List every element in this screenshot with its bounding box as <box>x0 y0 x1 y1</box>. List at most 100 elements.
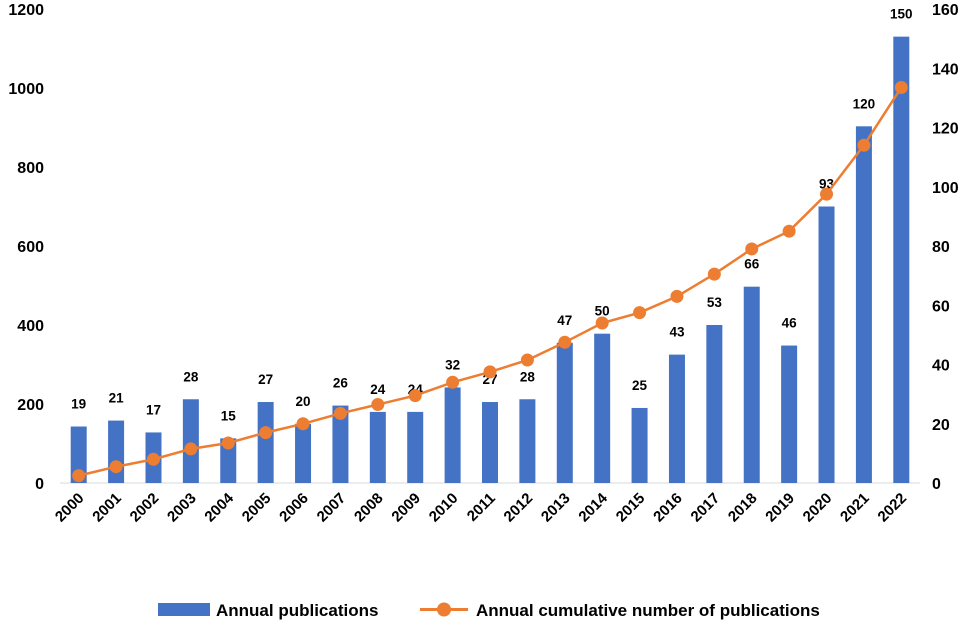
cumulative-point-2013 <box>558 335 572 349</box>
cumulative-point-2015 <box>633 306 647 320</box>
legend-label-cumulative: Annual cumulative number of publications <box>476 601 820 620</box>
legend-swatch-cumulative-marker <box>437 602 451 617</box>
bar-2004 <box>220 438 237 483</box>
cumulative-point-2010 <box>446 375 460 389</box>
cumulative-point-2003 <box>184 442 198 456</box>
y-right-tick-label: 160 <box>932 2 959 19</box>
legend: Annual publications Annual cumulative nu… <box>158 601 820 620</box>
x-tick-label: 2015 <box>613 490 649 526</box>
bar-data-label: 150 <box>890 7 913 22</box>
bar-data-label: 15 <box>221 408 237 423</box>
x-tick-label: 2017 <box>688 490 724 526</box>
bar-data-label: 19 <box>71 397 86 412</box>
bar-2011 <box>482 402 498 483</box>
legend-swatch-annual-publications <box>158 603 210 616</box>
x-tick-label: 2013 <box>538 490 574 526</box>
y-left-tick-label: 1000 <box>8 81 44 98</box>
bar-data-label: 24 <box>370 382 386 397</box>
bar-data-label: 17 <box>146 402 161 417</box>
y-left-tick-label: 200 <box>17 397 44 414</box>
x-tick-label: 2014 <box>575 489 611 525</box>
cumulative-point-2021 <box>857 138 871 152</box>
x-tick-label: 2000 <box>52 490 88 526</box>
y-right-tick-label: 0 <box>932 476 941 493</box>
cumulative-point-2022 <box>894 81 908 95</box>
x-tick-label: 2002 <box>127 490 163 526</box>
cumulative-point-2009 <box>408 389 422 403</box>
x-tick-label: 2021 <box>837 490 873 526</box>
bar-2020 <box>818 206 835 483</box>
cumulative-point-2008 <box>371 397 385 411</box>
cumulative-point-2020 <box>820 187 834 201</box>
x-tick-label: 2018 <box>725 490 761 526</box>
x-tick-label: 2010 <box>426 490 462 526</box>
x-axis-ticks: 2000 2001 2002 2003 2004 2005 2006 2007 2008 2009… <box>52 489 910 525</box>
bar-data-label: 28 <box>520 369 536 384</box>
bar-series <box>70 36 910 484</box>
x-tick-label: 2003 <box>164 490 200 526</box>
bar-2006 <box>295 423 312 483</box>
y-left-tick-label: 800 <box>17 160 44 177</box>
line-series <box>72 81 908 483</box>
x-tick-label: 2020 <box>800 490 836 526</box>
bar-2012 <box>519 399 536 483</box>
bar-2014 <box>594 333 611 483</box>
bar-2018 <box>743 286 760 483</box>
y-right-tick-label: 80 <box>932 239 950 256</box>
cumulative-point-2000 <box>72 469 86 483</box>
bar-2005 <box>257 402 274 483</box>
y-right-tick-label: 100 <box>932 180 959 197</box>
cumulative-point-2012 <box>520 353 534 367</box>
cumulative-point-2019 <box>782 224 796 238</box>
x-tick-label: 2004 <box>201 489 237 525</box>
bar-2022 <box>893 36 910 484</box>
bar-data-label: 32 <box>445 357 460 372</box>
y-right-tick-label: 120 <box>932 121 959 138</box>
bar-data-label: 28 <box>183 369 199 384</box>
bar-data-label: 120 <box>853 96 876 111</box>
bar-data-label: 43 <box>669 325 685 340</box>
bar-2008 <box>369 411 386 483</box>
x-tick-label: 2001 <box>89 490 125 526</box>
bar-data-label: 26 <box>333 376 349 391</box>
legend-label-annual-publications: Annual publications <box>216 601 378 620</box>
cumulative-point-2007 <box>333 406 347 420</box>
bar-data-label: 50 <box>595 304 610 319</box>
bar-2017 <box>706 325 723 483</box>
bar-2009 <box>407 411 424 483</box>
bar-2015 <box>631 407 648 483</box>
bar-2003 <box>182 399 199 483</box>
bar-data-label: 66 <box>744 257 760 272</box>
bar-data-label: 21 <box>109 391 125 406</box>
bar-data-label: 27 <box>258 372 273 387</box>
y-left-tick-label: 1200 <box>8 2 44 19</box>
y-right-tick-label: 20 <box>932 417 950 434</box>
bar-data-label: 25 <box>632 378 648 393</box>
y-right-tick-label: 60 <box>932 298 950 315</box>
bar-2001 <box>108 420 125 483</box>
y-right-tick-label: 40 <box>932 358 950 375</box>
bar-2013 <box>556 342 573 483</box>
cumulative-point-2005 <box>259 426 273 440</box>
cumulative-point-2017 <box>707 267 721 281</box>
bar-2007 <box>332 405 349 483</box>
x-tick-label: 2009 <box>388 490 424 526</box>
bar-data-label: 53 <box>707 295 723 310</box>
x-tick-label: 2022 <box>875 490 911 526</box>
cumulative-point-2016 <box>670 289 684 303</box>
y-left-tick-label: 600 <box>17 239 44 256</box>
bar-2016 <box>668 354 685 483</box>
bar-data-label: 20 <box>296 394 311 409</box>
y-left-tick-label: 0 <box>35 476 44 493</box>
x-tick-label: 2007 <box>314 490 350 526</box>
cumulative-point-2002 <box>146 452 160 466</box>
cumulative-point-2004 <box>221 436 235 450</box>
x-tick-label: 2019 <box>762 490 798 526</box>
right-axis-ticks: 0 20 40 60 80 100 120 140 160 <box>932 2 959 493</box>
y-right-tick-label: 140 <box>932 61 959 78</box>
cumulative-point-2018 <box>745 242 759 256</box>
bar-2021 <box>855 126 872 483</box>
bar-data-label: 47 <box>557 313 572 328</box>
x-tick-label: 2016 <box>650 490 686 526</box>
